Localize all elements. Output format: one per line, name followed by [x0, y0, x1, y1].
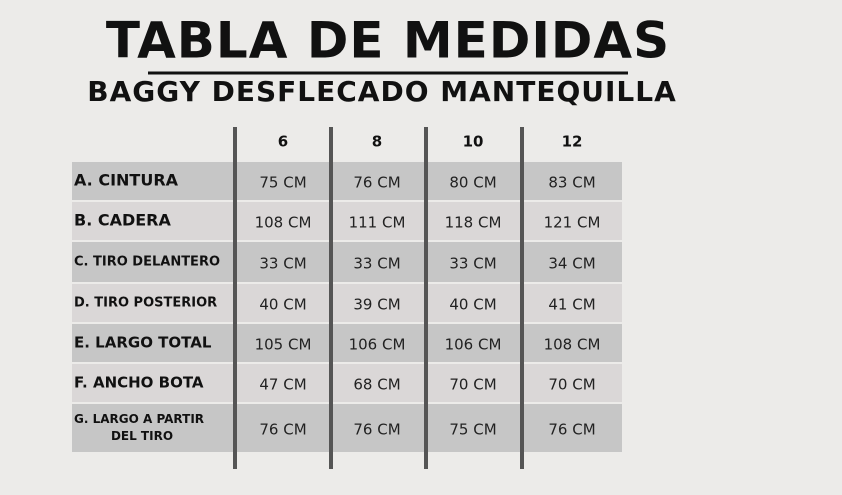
column-divider — [329, 127, 333, 469]
row-label: B. CADERA — [74, 211, 172, 230]
cell-value: 106 CM — [349, 336, 406, 354]
column-header: 12 — [562, 133, 583, 151]
cell-value: 70 CM — [548, 376, 595, 394]
cell-value: 33 CM — [449, 255, 496, 273]
cell-value: 68 CM — [353, 376, 400, 394]
cell-value: 39 CM — [353, 296, 400, 314]
row-label: C. TIRO DELANTERO — [74, 255, 220, 270]
cell-value: 83 CM — [548, 174, 595, 192]
cell-value: 76 CM — [548, 421, 595, 439]
row-band — [72, 242, 622, 282]
row-band — [72, 162, 622, 200]
cell-value: 40 CM — [259, 296, 306, 314]
column-header: 10 — [463, 133, 484, 151]
cell-value: 75 CM — [449, 421, 496, 439]
column-header: 6 — [278, 133, 288, 151]
cell-value: 33 CM — [353, 255, 400, 273]
column-divider — [233, 127, 237, 469]
row-label: F. ANCHO BOTA — [74, 374, 204, 392]
row-label: A. CINTURA — [74, 171, 179, 190]
cell-value: 76 CM — [353, 421, 400, 439]
row-band — [72, 284, 622, 322]
cell-value: 105 CM — [255, 336, 312, 354]
row-band — [72, 404, 622, 452]
cell-value: 106 CM — [445, 336, 502, 354]
cell-value: 111 CM — [349, 214, 406, 232]
row-band — [72, 202, 622, 240]
row-label: G. LARGO A PARTIR — [74, 412, 204, 426]
cell-value: 41 CM — [548, 296, 595, 314]
cell-value: 40 CM — [449, 296, 496, 314]
column-divider — [424, 127, 428, 469]
row-band — [72, 324, 622, 362]
cell-value: 80 CM — [449, 174, 496, 192]
cell-value: 76 CM — [259, 421, 306, 439]
column-divider — [520, 127, 524, 469]
row-band — [72, 364, 622, 402]
column-header: 8 — [372, 133, 382, 151]
cell-value: 76 CM — [353, 174, 400, 192]
cell-value: 108 CM — [255, 214, 312, 232]
title: TABLA DE MEDIDAS — [106, 12, 670, 70]
subtitle: BAGGY DESFLECADO MANTEQUILLA — [87, 75, 677, 108]
row-label: D. TIRO POSTERIOR — [74, 296, 217, 311]
cell-value: 75 CM — [259, 174, 306, 192]
cell-value: 108 CM — [544, 336, 601, 354]
cell-value: 121 CM — [544, 214, 601, 232]
cell-value: 47 CM — [259, 376, 306, 394]
row-label: DEL TIRO — [111, 429, 173, 443]
cell-value: 70 CM — [449, 376, 496, 394]
cell-value: 33 CM — [259, 255, 306, 273]
cell-value: 34 CM — [548, 255, 595, 273]
cell-value: 118 CM — [445, 214, 502, 232]
row-label: E. LARGO TOTAL — [74, 334, 212, 352]
